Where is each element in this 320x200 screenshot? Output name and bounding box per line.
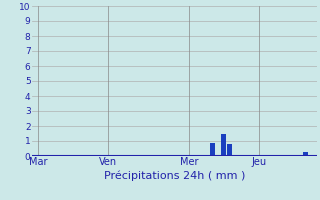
Bar <box>303 152 308 156</box>
Bar <box>221 134 227 156</box>
Bar <box>210 142 215 156</box>
Bar <box>227 144 232 156</box>
X-axis label: Précipitations 24h ( mm ): Précipitations 24h ( mm ) <box>104 170 245 181</box>
